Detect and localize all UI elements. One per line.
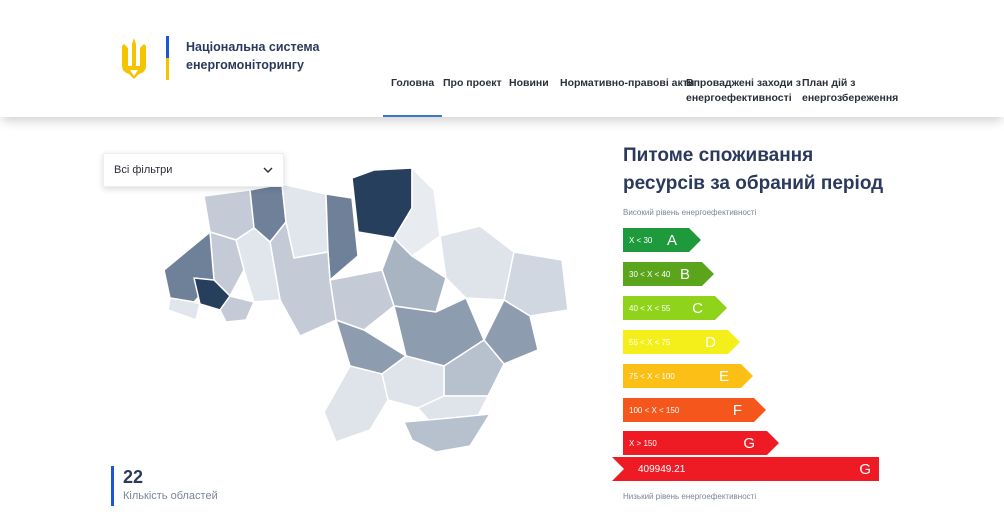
nav-item-efficiency-measures[interactable]: Впроваджені заходи з енергоефективності bbox=[686, 76, 801, 106]
filter-label: Всі фільтри bbox=[114, 164, 173, 176]
energy-class-range: 30 < X < 40 bbox=[629, 269, 671, 279]
brand-line-1: Національна система bbox=[186, 40, 320, 54]
energy-class-arrow bbox=[689, 228, 701, 252]
region-odesa[interactable] bbox=[323, 365, 389, 443]
region-luhansk[interactable] bbox=[503, 251, 569, 317]
energy-class-letter: F bbox=[732, 401, 742, 419]
nav-label: План дій з bbox=[802, 77, 856, 89]
current-value-bar: 409949.21 G bbox=[612, 457, 879, 481]
energy-class-arrow bbox=[754, 398, 766, 422]
nav-item-saving-plan[interactable]: План дій з енергозбереження bbox=[802, 76, 898, 106]
region-chernivtsi[interactable] bbox=[219, 295, 255, 323]
energy-class-arrow bbox=[728, 330, 740, 354]
energy-class-range: 40 < X < 55 bbox=[629, 303, 671, 313]
panel-title: Питоме споживання ресурсів за обраний пе… bbox=[623, 142, 883, 198]
nav-label: Новини bbox=[509, 77, 549, 89]
energy-class-letter: B bbox=[679, 265, 690, 283]
region-kharkiv[interactable] bbox=[439, 225, 515, 301]
nav-label: Головна bbox=[391, 77, 435, 89]
region-donetsk[interactable] bbox=[483, 299, 539, 365]
energy-class-arrow bbox=[702, 262, 714, 286]
nav-label: Нормативно-правові акти bbox=[560, 77, 695, 89]
energy-class-range: X < 30 bbox=[629, 235, 653, 245]
low-efficiency-label: Низький рівень енергоефективності bbox=[623, 492, 757, 501]
chevron-down-icon bbox=[263, 167, 273, 173]
site-header: Національна система енергомоніторингу Го… bbox=[0, 0, 1004, 117]
high-efficiency-label: Високий рівень енергоефективності bbox=[623, 208, 757, 217]
energy-class-range: 75 < X < 100 bbox=[629, 371, 675, 381]
current-class-letter: G bbox=[859, 460, 871, 478]
nav-item-legal-acts[interactable]: Нормативно-правові акти bbox=[560, 76, 694, 91]
energy-class-arrow bbox=[767, 431, 779, 455]
regions-count-value: 22 bbox=[123, 467, 144, 487]
energy-class-bar-d: 55 < X < 75 D bbox=[623, 330, 740, 354]
nav-item-about[interactable]: Про проект bbox=[443, 76, 502, 91]
brand-title[interactable]: Національна система енергомоніторингу bbox=[186, 38, 319, 74]
energy-class-arrow bbox=[715, 296, 727, 320]
flag-divider bbox=[166, 36, 169, 80]
energy-class-range: X > 150 bbox=[629, 438, 657, 448]
energy-class-letter: D bbox=[705, 333, 716, 351]
panel-title-line-2: ресурсів за обраний період bbox=[623, 173, 884, 194]
energy-class-bar-c: 40 < X < 55 C bbox=[623, 296, 727, 320]
value-notch bbox=[612, 457, 624, 481]
nav-label: енергозбереження bbox=[802, 92, 899, 104]
nav-label: енергоефективності bbox=[686, 92, 792, 104]
energy-class-letter: C bbox=[692, 299, 703, 317]
energy-class-range: 100 < X < 150 bbox=[629, 405, 680, 415]
nav-label: Про проект bbox=[443, 77, 502, 89]
filter-dropdown[interactable]: Всі фільтри bbox=[103, 153, 284, 187]
trident-logo-icon[interactable] bbox=[117, 36, 151, 80]
energy-class-range: 55 < X < 75 bbox=[629, 337, 671, 347]
energy-class-bar-b: 30 < X < 40 B bbox=[623, 262, 714, 286]
nav-label: Впроваджені заходи з bbox=[686, 77, 801, 89]
energy-class-arrow bbox=[741, 364, 753, 388]
energy-class-bar-a: X < 30 A bbox=[623, 228, 701, 252]
energy-class-bar-e: 75 < X < 100 E bbox=[623, 364, 753, 388]
energy-class-letter: G bbox=[743, 434, 755, 452]
current-value: 409949.21 bbox=[638, 463, 686, 475]
region-vinnytsia[interactable] bbox=[269, 221, 337, 337]
nav-item-news[interactable]: Новини bbox=[509, 76, 549, 91]
region-crimea[interactable] bbox=[403, 413, 491, 453]
nav-item-home[interactable]: Головна bbox=[382, 76, 443, 117]
region-zakarpattia[interactable] bbox=[167, 297, 201, 321]
ukraine-regions-map bbox=[163, 167, 569, 453]
regions-count-label: Кількість областей bbox=[123, 490, 218, 502]
panel-title-line-1: Питоме споживання bbox=[623, 145, 814, 166]
energy-class-bar-g: X > 150 G bbox=[623, 431, 779, 455]
energy-class-bar-f: 100 < X < 150 F bbox=[623, 398, 766, 422]
brand-line-2: енергомоніторингу bbox=[186, 58, 304, 72]
region-kyiv[interactable] bbox=[325, 193, 359, 281]
energy-class-letter: E bbox=[718, 367, 729, 385]
energy-class-letter: A bbox=[666, 231, 677, 249]
regions-counter: 22 Кількість областей bbox=[111, 466, 218, 506]
